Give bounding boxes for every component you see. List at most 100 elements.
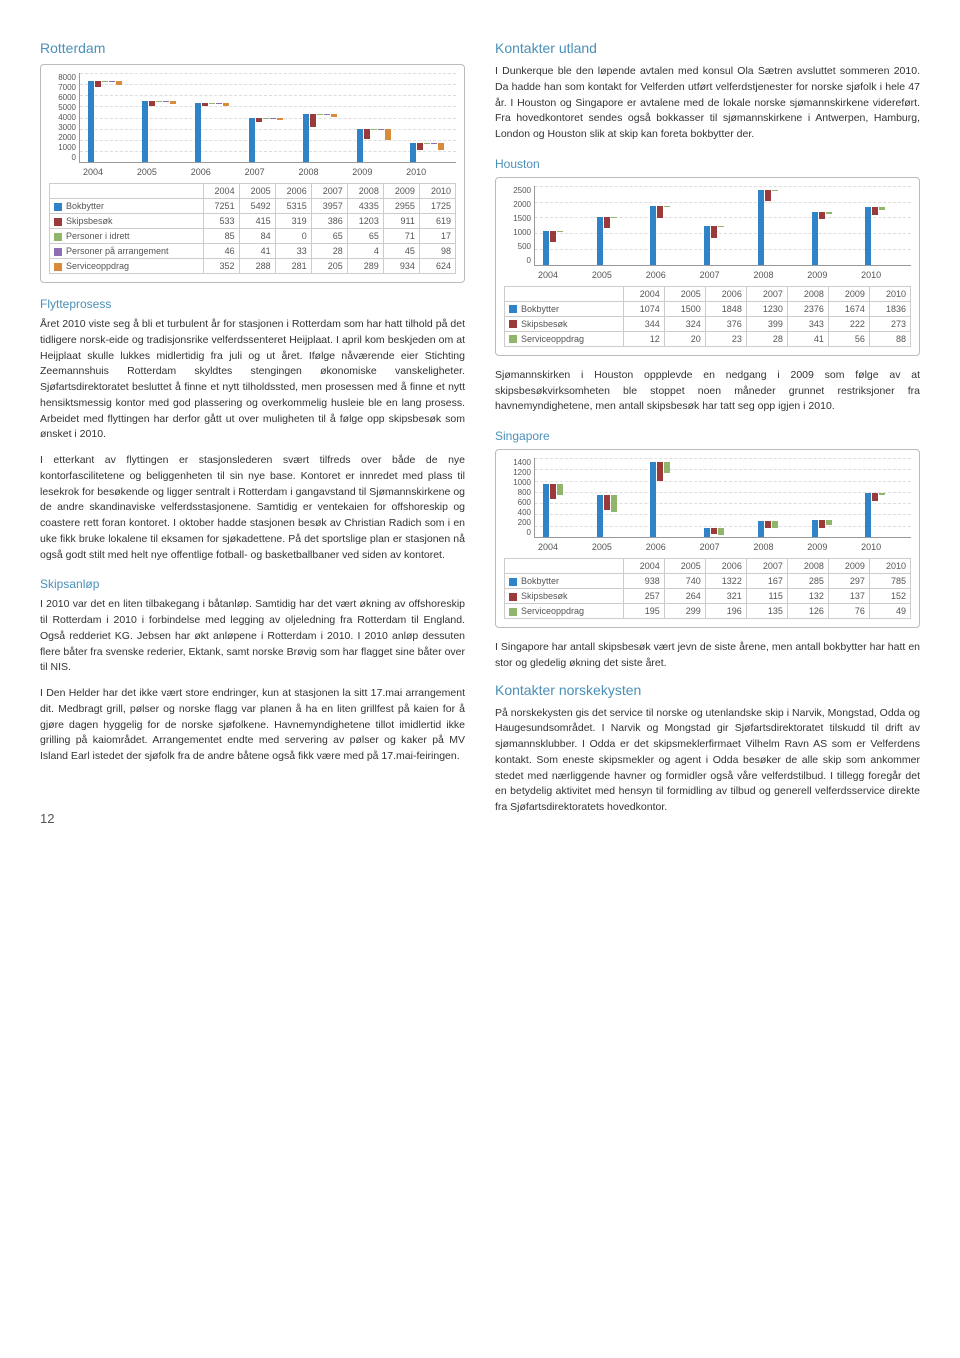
bar (879, 493, 885, 496)
x-axis-label: 2005 (588, 542, 642, 552)
bar (95, 81, 101, 87)
x-axis-label: 2008 (749, 270, 803, 280)
bar (611, 495, 617, 512)
table-row: Personer i idrett8584065657117 (50, 229, 456, 244)
x-axis-label: 2007 (696, 270, 750, 280)
x-axis-label: 2008 (749, 542, 803, 552)
bar-group (357, 129, 391, 162)
right-column: Kontakter utland I Dunkerque ble den løp… (495, 40, 920, 826)
houston-title: Houston (495, 157, 920, 171)
bar (826, 520, 832, 524)
bar (812, 212, 818, 265)
bar (310, 114, 316, 127)
bar (385, 129, 391, 139)
bar (865, 493, 871, 537)
bar-group (597, 217, 617, 264)
bar (758, 190, 764, 265)
bar (657, 206, 663, 218)
bar (650, 206, 656, 264)
bar (819, 212, 825, 219)
bar (718, 528, 724, 536)
table-row: Skipsbesøk5334153193861203911619 (50, 214, 456, 229)
skipsanlop-title: Skipsanløp (40, 577, 465, 591)
x-axis-label: 2009 (803, 270, 857, 280)
bar (543, 484, 549, 537)
bar-group (704, 528, 724, 537)
table-row: Bokbytter1074150018481230237616741836 (505, 301, 911, 316)
bar (597, 217, 603, 264)
houston-p1: Sjømannskirken i Houston oppplevde en ne… (495, 368, 920, 415)
bar (142, 101, 148, 162)
bar (812, 520, 818, 537)
bar (263, 118, 269, 119)
bar (216, 103, 222, 104)
bar (102, 81, 108, 82)
flytteprosess-p2: I etterkant av flyttingen er stasjonsled… (40, 453, 465, 563)
singapore-title: Singapore (495, 429, 920, 443)
x-axis-label: 2010 (857, 542, 911, 552)
singapore-chart: 1400120010008006004002000 20042005200620… (495, 449, 920, 628)
bar (543, 231, 549, 265)
bar (270, 118, 276, 119)
bar-group (704, 226, 724, 265)
bar (597, 495, 603, 537)
bar-group (597, 495, 617, 537)
x-axis-label: 2007 (696, 542, 750, 552)
bar (156, 101, 162, 102)
bar (410, 143, 416, 162)
bar (826, 212, 832, 214)
bar (331, 114, 337, 117)
norskekysten-p1: På norskekysten gis det service til nors… (495, 706, 920, 816)
bar (604, 495, 610, 510)
bar-group (812, 520, 832, 537)
left-column: Rotterdam 800070006000500040003000200010… (40, 40, 465, 826)
bar (256, 118, 262, 122)
bar-group (865, 207, 885, 265)
kontakter-utland-p1: I Dunkerque ble den løpende avtalen med … (495, 64, 920, 143)
bar (872, 207, 878, 216)
bar-group (543, 231, 563, 265)
rotterdam-section: Rotterdam 800070006000500040003000200010… (40, 40, 465, 283)
houston-section: Houston 25002000150010005000 20042005200… (495, 157, 920, 415)
bar (758, 521, 764, 537)
flytteprosess-p1: Året 2010 viste seg å bli et turbulent å… (40, 317, 465, 443)
norskekysten-section: Kontakter norskekysten På norskekysten g… (495, 682, 920, 816)
bar-group (142, 101, 176, 162)
x-axis-label: 2008 (294, 167, 348, 177)
houston-chart: 25002000150010005000 2004200520062007200… (495, 177, 920, 356)
x-axis-label: 2006 (642, 270, 696, 280)
bar (424, 143, 430, 144)
norskekysten-title: Kontakter norskekysten (495, 682, 920, 698)
page-number: 12 (40, 811, 54, 826)
bar (704, 226, 710, 265)
bar (303, 114, 309, 162)
bar (431, 143, 437, 144)
singapore-section: Singapore 1400120010008006004002000 2004… (495, 429, 920, 672)
bar (704, 528, 710, 537)
bar (170, 101, 176, 104)
bar (664, 206, 670, 207)
x-axis-label: 2006 (187, 167, 241, 177)
table-row: Bokbytter7251549253153957433529551725 (50, 199, 456, 214)
bar (357, 129, 363, 162)
bar (772, 521, 778, 528)
bar (277, 118, 283, 120)
bar (163, 101, 169, 102)
bar (657, 462, 663, 480)
table-row: Skipsbesøk344324376399343222273 (505, 316, 911, 331)
table-row: Bokbytter9387401322167285297785 (505, 574, 911, 589)
skipsanlop-p2: I Den Helder har det ikke vært store end… (40, 686, 465, 765)
bar (557, 484, 563, 495)
bar (765, 521, 771, 528)
bar-group (195, 103, 229, 162)
bar (324, 114, 330, 115)
x-axis-label: 2009 (348, 167, 402, 177)
bar (378, 129, 384, 130)
x-axis-label: 2010 (402, 167, 456, 177)
bar (865, 207, 871, 265)
bar-group (543, 484, 563, 537)
rotterdam-chart: 800070006000500040003000200010000 200420… (40, 64, 465, 283)
bar (317, 114, 323, 115)
bar (550, 484, 556, 499)
bar (371, 129, 377, 130)
